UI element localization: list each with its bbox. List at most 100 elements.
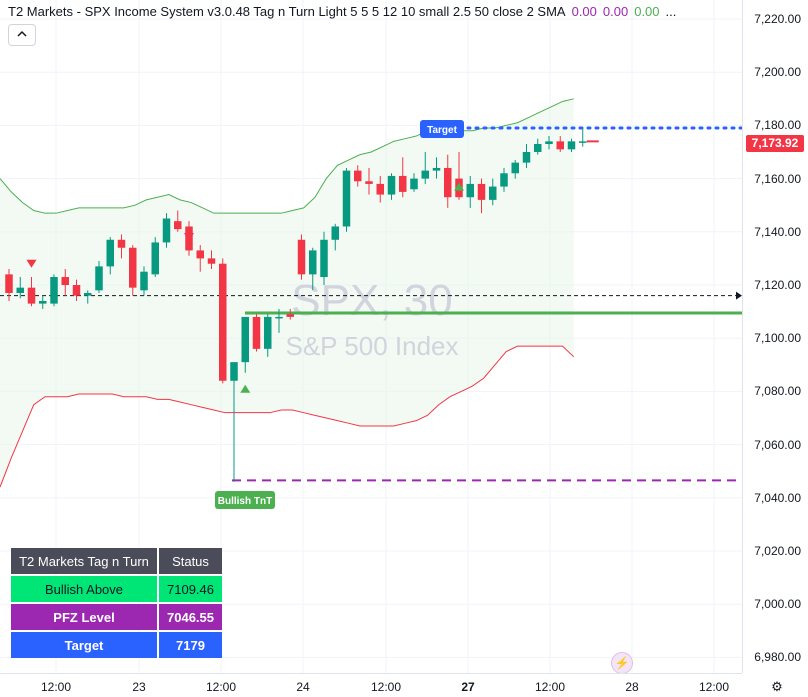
chart-area[interactable]: SPX, 30 S&P 500 Index Target Bullish TnT… — [0, 0, 742, 673]
candle-body — [230, 362, 238, 381]
time-tick: 23 — [132, 680, 146, 694]
session-arrow — [736, 291, 742, 300]
collapse-indicators-button[interactable] — [8, 24, 36, 46]
status-row-label: Bullish Above — [11, 576, 157, 602]
candle — [545, 136, 553, 150]
candle-body — [174, 221, 182, 230]
price-tick: 7,180.00 — [754, 118, 801, 133]
candle — [264, 314, 272, 357]
candle — [489, 178, 497, 206]
candle — [567, 138, 576, 152]
candle-body — [466, 183, 474, 198]
candle-body — [39, 300, 47, 304]
settings-icon[interactable]: ⚙ — [771, 679, 783, 694]
candle — [162, 213, 171, 248]
candle-body — [219, 263, 227, 381]
price-tick: 7,060.00 — [754, 437, 801, 452]
candle — [129, 245, 137, 296]
band-fill — [0, 98, 574, 488]
candle-body — [365, 181, 373, 184]
candle-body — [207, 258, 216, 264]
candle-body — [5, 274, 13, 293]
sell-signal-arrow — [26, 259, 37, 268]
candle — [477, 178, 486, 214]
candle-body — [421, 170, 429, 179]
target-label: Target — [427, 125, 457, 136]
candle — [556, 136, 564, 152]
candle-body — [129, 247, 137, 288]
status-table-header: T2 Markets Tag n Turn Status — [11, 548, 222, 574]
candle — [511, 159, 519, 179]
status-row-label: PFZ Level — [11, 604, 157, 630]
candle — [534, 138, 542, 155]
candle-body — [140, 271, 148, 291]
indicator-more[interactable]: ... — [665, 4, 677, 19]
price-tick: 7,220.00 — [754, 12, 801, 26]
candle-body — [27, 287, 36, 304]
candle-body — [410, 178, 418, 190]
candle — [95, 261, 103, 293]
time-tick: 24 — [296, 680, 310, 694]
candle-body — [444, 167, 452, 198]
candle-body — [522, 152, 531, 163]
candle — [579, 128, 587, 147]
status-row-target: Target 7179 — [11, 632, 222, 658]
indicator-value-3: 0.00 — [634, 4, 660, 19]
time-axis[interactable]: 12:00 23 12:00 24 12:00 27 12:00 28 12:00 — [0, 673, 742, 697]
target-label-bg — [420, 120, 464, 138]
price-tick: 7,140.00 — [754, 224, 801, 239]
price-axis[interactable]: 7,220.00 7,200.00 7,180.00 7,160.00 7,140.00… — [742, 0, 808, 673]
sell-signal-arrow — [184, 233, 194, 242]
lower-band-line — [0, 345, 575, 488]
candle — [309, 247, 317, 291]
candle — [84, 290, 92, 304]
status-row-value: 7179 — [159, 632, 222, 658]
price-tick: 7,200.00 — [754, 65, 801, 80]
candle — [207, 250, 216, 270]
bolt-icon[interactable]: ⚡ — [611, 652, 633, 673]
levels — [0, 126, 742, 482]
candle-body — [534, 144, 542, 152]
candle-body — [16, 287, 24, 293]
indicator-header: T2 Markets - SPX Income System v3.0.48 T… — [8, 4, 676, 19]
time-tick: 12:00 — [205, 680, 237, 694]
price-tick: 7,000.00 — [754, 597, 801, 612]
time-tick: 12:00 — [370, 680, 402, 694]
signals — [26, 182, 464, 393]
candle-body — [241, 316, 249, 363]
candle — [241, 316, 249, 373]
indicator-value-2: 0.00 — [602, 4, 629, 19]
bullish-tnt-label-bg — [215, 491, 275, 509]
candle-body — [151, 242, 159, 275]
price-tick: 7,080.00 — [754, 384, 801, 399]
price-tick: 7,040.00 — [754, 490, 801, 505]
candle-body — [579, 141, 587, 143]
candle — [140, 266, 148, 296]
candle — [354, 165, 362, 187]
candle — [252, 314, 261, 352]
candle — [466, 175, 474, 208]
candle-body — [264, 316, 272, 349]
candle-body — [320, 239, 328, 278]
candle-body — [72, 285, 81, 296]
candle — [219, 258, 227, 384]
candle-body — [399, 175, 407, 192]
price-tick: 6,980.00 — [754, 650, 801, 665]
candle — [410, 173, 418, 192]
candle — [151, 237, 159, 278]
candle-body — [297, 239, 306, 275]
time-tick: 28 — [625, 680, 639, 694]
candle — [196, 245, 204, 272]
candle — [16, 277, 24, 299]
time-tick: 12:00 — [40, 680, 72, 694]
candle — [61, 269, 69, 296]
candle — [522, 144, 531, 168]
candle-body — [162, 218, 171, 243]
candle-body — [331, 226, 339, 240]
candle — [365, 167, 373, 195]
candle-body — [376, 183, 384, 195]
candle — [106, 237, 114, 275]
current-price-label: 7,173.92 — [746, 135, 804, 152]
candle-body — [196, 250, 204, 259]
indicator-value-1: 0.00 — [571, 4, 597, 19]
